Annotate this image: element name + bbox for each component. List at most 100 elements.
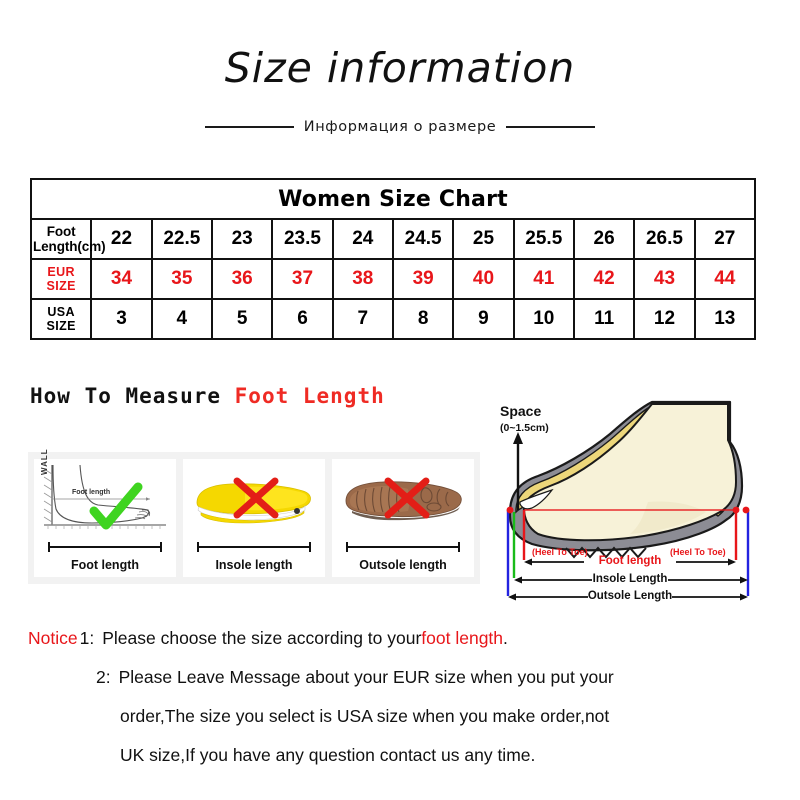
cell: 6 — [271, 298, 334, 340]
heel-to-toe-left-label: (Heel To Toe) — [532, 547, 588, 557]
table-row: EUR SIZE 34 35 36 37 38 39 40 41 42 43 4… — [29, 258, 757, 300]
cell: 27 — [693, 218, 757, 260]
panel-foot-length: WALL Foot length Foot length — [34, 448, 176, 577]
size-chart-table: Women Size Chart Foot Length(cm) 22 22.5… — [29, 178, 757, 340]
insole-length-measure-row: Insole Length — [480, 573, 780, 588]
cell: 40 — [452, 258, 515, 300]
notice-item-2-number: 2: — [96, 667, 111, 687]
cell: 11 — [572, 298, 636, 340]
size-chart-body: Women Size Chart Foot Length(cm) 22 22.5… — [29, 178, 757, 340]
how-to-measure-label: How To Measure — [30, 384, 235, 408]
cell: 4 — [150, 298, 213, 340]
subtitle-text: Информация о размере — [303, 119, 497, 135]
foot-length-measure-label: Foot length — [598, 555, 662, 567]
cell: 25 — [452, 218, 515, 260]
dimension-bar — [346, 542, 460, 552]
cell: 24.5 — [391, 218, 455, 260]
notice-block: Notice 1: Please choose the size accordi… — [28, 628, 772, 784]
dimension-cap-right — [309, 542, 311, 552]
row-label-foot-length: Foot Length(cm) — [29, 218, 106, 260]
dimension-cap-right — [458, 542, 460, 552]
inline-foot-length-label: Foot length — [72, 489, 111, 496]
cell: 44 — [693, 258, 757, 300]
cell: 22 — [90, 218, 153, 260]
notice-line-3: order,The size you select is USA size wh… — [28, 706, 772, 745]
row-label-usa-size: USA SIZE — [29, 298, 93, 340]
chart-title: Women Size Chart — [30, 178, 756, 220]
dimension-line — [197, 546, 311, 548]
cell: 13 — [693, 298, 757, 340]
dimension-bar — [197, 542, 311, 552]
cell: 24 — [331, 218, 394, 260]
table-row: Foot Length(cm) 22 22.5 23 23.5 24 24.5 … — [29, 218, 757, 260]
foot-against-wall-illustration — [43, 464, 166, 530]
panel-insole-length: Insole length — [183, 459, 325, 577]
cell: 8 — [391, 298, 455, 340]
notice-item-2-text-line3: UK size,If you have any question contact… — [120, 745, 536, 765]
chart-title-row: Women Size Chart — [30, 178, 756, 220]
foot-length-highlight: Foot Length — [234, 384, 385, 408]
panel-caption: Foot length — [70, 558, 140, 572]
panel-outsole-length: Outsole length — [332, 459, 474, 577]
notice-item-1-text-a: Please choose the size according to your — [102, 628, 422, 648]
notice-line-2: 2: Please Leave Message about your EUR s… — [28, 667, 772, 706]
dimension-line — [48, 546, 162, 548]
shoe-cross-section-diagram: Space (0~1.5cm) (Heel To Toe) (Heel To T… — [480, 382, 780, 612]
notice-item-1-text-b: . — [503, 628, 508, 648]
cell: 23.5 — [271, 218, 334, 260]
shoe-cross-section-svg — [506, 400, 750, 601]
cell: 9 — [452, 298, 515, 340]
dimension-cap-right — [160, 542, 162, 552]
notice-label: Notice — [28, 628, 78, 648]
foot-length-measure-row: Foot length — [480, 555, 780, 570]
notice-item-1-number: 1: — [79, 628, 95, 648]
panel-caption: Insole length — [215, 558, 293, 572]
space-label: Space (0~1.5cm) — [500, 404, 549, 434]
notice-line-4: UK size,If you have any question contact… — [28, 745, 772, 784]
subtitle-rule-left — [205, 126, 294, 128]
space-range: (0~1.5cm) — [500, 421, 549, 434]
cell: 25.5 — [512, 218, 575, 260]
cell: 26 — [572, 218, 636, 260]
outsole-illustration — [345, 477, 462, 521]
cell: 10 — [512, 298, 575, 340]
notice-item-2-text: Please Leave Message about your EUR size… — [118, 667, 614, 687]
notice-item-1-highlight: foot length — [421, 628, 504, 648]
dimension-bar — [48, 542, 162, 552]
insole-length-measure-label: Insole Length — [592, 573, 668, 585]
row-label-eur-size: EUR SIZE — [29, 258, 93, 300]
cell: 12 — [633, 298, 696, 340]
cell: 7 — [331, 298, 394, 340]
cell: 3 — [90, 298, 153, 340]
cell: 43 — [633, 258, 696, 300]
cell: 42 — [572, 258, 636, 300]
notice-line-1: Notice 1: Please choose the size accordi… — [28, 628, 772, 667]
cell: 37 — [271, 258, 334, 300]
cell: 41 — [512, 258, 575, 300]
page-title: Size information — [224, 44, 576, 92]
subtitle-rule-right — [506, 126, 596, 128]
cell: 39 — [391, 258, 455, 300]
cell: 35 — [150, 258, 213, 300]
cell: 22.5 — [150, 218, 213, 260]
size-chart-table-wrapper: Women Size Chart Foot Length(cm) 22 22.5… — [29, 178, 757, 340]
cell: 34 — [90, 258, 153, 300]
cell: 26.5 — [633, 218, 696, 260]
insole-illustration — [196, 477, 311, 524]
outsole-length-measure-label: Outsole Length — [587, 590, 673, 602]
space-title: Space — [500, 403, 542, 419]
dimension-line — [346, 546, 460, 548]
how-to-measure-heading: How To Measure Foot Length — [30, 384, 385, 408]
heel-to-toe-right-label: (Heel To Toe) — [670, 547, 726, 557]
panel-caption: Outsole length — [359, 558, 447, 572]
outsole-length-measure-row: Outsole Length — [480, 590, 780, 605]
notice-item-2-text-line2: order,The size you select is USA size wh… — [120, 706, 610, 726]
measurement-panels: WALL Foot length Foot length — [28, 448, 480, 584]
cell: 36 — [210, 258, 274, 300]
wall-label: WALL — [40, 448, 49, 475]
subtitle-row: Информация о размере — [205, 116, 596, 138]
cell: 38 — [331, 258, 394, 300]
table-row: USA SIZE 3 4 5 6 7 8 9 10 11 12 13 — [29, 298, 757, 340]
cell: 5 — [210, 298, 274, 340]
